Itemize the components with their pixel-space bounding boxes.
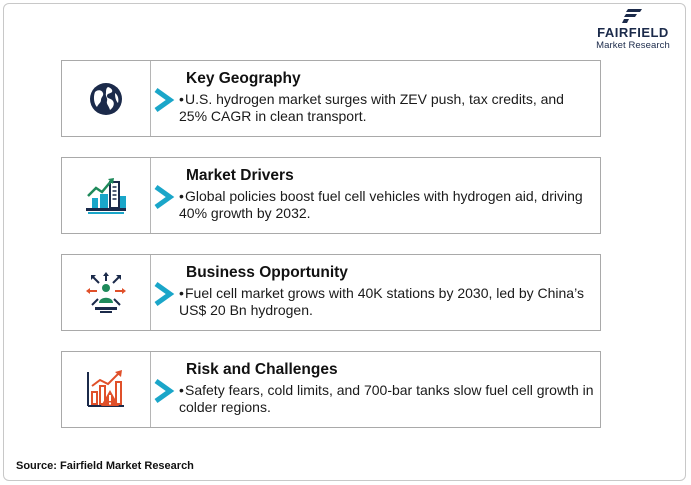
logo-tagline: Market Research [596, 40, 670, 51]
card-text: •U.S. hydrogen market surges with ZEV pu… [179, 91, 594, 125]
card-key-geography: Key Geography •U.S. hydrogen market surg… [61, 60, 601, 137]
card-text-body: U.S. hydrogen market surges with ZEV pus… [179, 91, 564, 124]
card-business-opportunity: Business Opportunity •Fuel cell market g… [61, 254, 601, 331]
logo-brand-text: FAIRFIELD [597, 25, 669, 40]
card-title: Risk and Challenges [186, 361, 338, 378]
source-note: Source: Fairfield Market Research [16, 460, 194, 472]
risk-chart-warning-icon [87, 369, 124, 407]
card-text: •Global policies boost fuel cell vehicle… [179, 188, 594, 222]
fairfield-logo: FAIRFIELD Market Research [583, 8, 683, 51]
card-text-body: Global policies boost fuel cell vehicles… [179, 188, 583, 221]
card-title: Market Drivers [186, 167, 294, 184]
card-text-body: Fuel cell market grows with 40K stations… [179, 285, 584, 318]
chevron-right-icon [154, 378, 175, 404]
globe-icon [90, 82, 122, 115]
bullet-dot: • [179, 188, 184, 204]
opportunity-arrows-icon [86, 271, 126, 313]
fairfield-logo-mark-icon [622, 9, 642, 23]
card-title: Business Opportunity [186, 264, 348, 281]
card-divider [150, 61, 151, 136]
card-title: Key Geography [186, 70, 301, 87]
card-text-body: Safety fears, cold limits, and 700-bar t… [179, 382, 594, 415]
card-risk-and-challenges: Risk and Challenges •Safety fears, cold … [61, 351, 601, 428]
card-divider [150, 352, 151, 427]
bullet-dot: • [179, 382, 184, 398]
card-market-drivers: Market Drivers •Global policies boost fu… [61, 157, 601, 234]
card-divider [150, 255, 151, 330]
card-text: •Fuel cell market grows with 40K station… [179, 285, 594, 319]
bullet-dot: • [179, 285, 184, 301]
infographic-frame [3, 3, 686, 481]
growth-city-icon [86, 177, 126, 214]
chevron-right-icon [154, 87, 175, 113]
chevron-right-icon [154, 184, 175, 210]
chevron-right-icon [154, 281, 175, 307]
card-text: •Safety fears, cold limits, and 700-bar … [179, 382, 594, 416]
bullet-dot: • [179, 91, 184, 107]
card-divider [150, 158, 151, 233]
